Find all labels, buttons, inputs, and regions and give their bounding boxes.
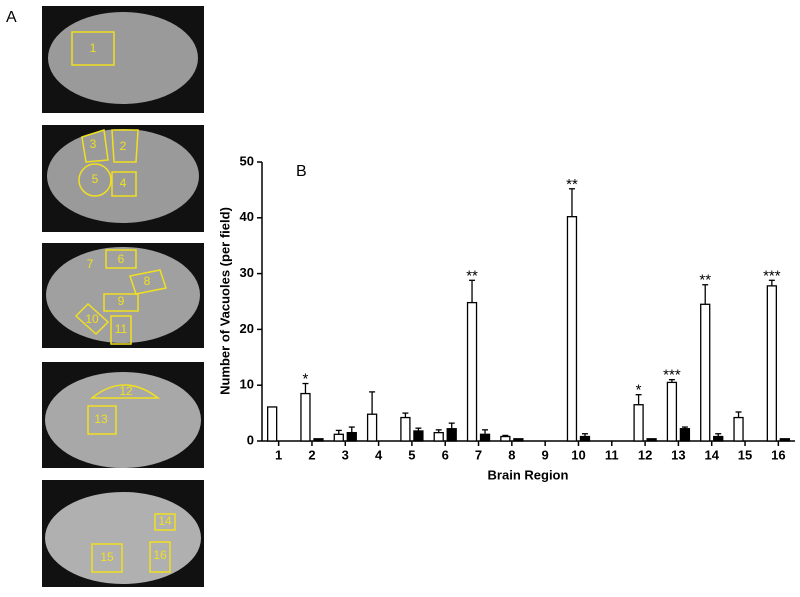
region-label: 16 [153,548,167,562]
significance-marker: ** [566,176,578,193]
region-box [78,163,112,197]
region-label: 12 [119,384,133,398]
x-tick-label: 9 [542,447,549,462]
region-label: 7 [87,257,94,271]
brain-images: 1 3 2 5 4 7 6 8 9 10 11 12 13 14 [42,6,204,587]
x-tick-label: 12 [638,447,652,462]
x-tick-label: 4 [375,447,383,462]
bar [446,428,457,442]
significance-marker: * [636,382,642,399]
x-tick-label: 5 [408,447,415,462]
region-box [74,302,110,336]
x-tick-label: 1 [275,447,282,462]
significance-marker: ** [466,267,478,284]
bar [300,392,311,442]
region-box [149,541,171,573]
region-box [154,513,176,531]
x-axis-label: Brain Region [488,467,569,482]
brain-section [45,372,201,468]
bar [433,431,444,442]
region-label: 6 [118,252,125,266]
y-tick-label: 50 [240,153,254,168]
bar [513,438,524,442]
region-box [103,293,139,312]
bar [333,433,344,442]
region-label: 4 [120,176,127,190]
bar [566,216,578,442]
x-tick-label: 2 [308,447,315,462]
region-label: 8 [144,274,151,288]
bar [413,430,424,442]
region-box [110,315,132,345]
x-tick-label: 14 [704,447,719,462]
bar [267,406,278,442]
region-box [111,171,137,197]
region-label: 11 [115,322,128,336]
x-tick-label: 6 [442,447,449,462]
brain-section [48,12,198,104]
bar [779,438,790,442]
bar [366,413,378,442]
bar [679,428,691,442]
region-box [111,129,139,163]
significance-marker: *** [663,367,681,384]
x-tick-label: 16 [771,447,785,462]
region-box [91,543,123,573]
region-label: 1 [90,41,97,55]
x-tick-label: 8 [508,447,515,462]
region-label: 2 [120,139,127,153]
region-label: 15 [100,550,114,564]
bar [400,416,411,442]
region-box [129,269,167,295]
brain-section [45,492,201,584]
bar [346,431,357,442]
bar [666,381,678,442]
significance-marker: * [303,370,309,387]
region-box [87,405,117,435]
y-tick-label: 10 [240,377,254,392]
y-axis-label: Number of Vacuoles (per field) [217,207,232,395]
x-tick-label: 3 [342,447,349,462]
bar [500,435,511,442]
region-label: 14 [158,514,172,528]
panel-label: B [296,163,307,180]
bar [479,433,491,442]
region-box [89,384,161,399]
region-label: 9 [118,294,125,308]
x-tick-label: 15 [738,447,752,462]
x-tick-label: 13 [671,447,685,462]
region-label: 13 [94,412,108,426]
region-box [105,249,137,269]
x-tick-label: 10 [571,447,585,462]
y-tick-label: 20 [240,321,254,336]
bar [700,303,711,442]
brain-section [46,247,200,343]
bar [466,301,478,442]
x-tick-label: 11 [605,447,619,462]
region-label: 5 [92,172,99,186]
bar [579,435,591,442]
bar [733,416,744,442]
region-label: 3 [90,137,97,151]
significance-marker: ** [699,272,711,289]
y-tick-label: 40 [240,209,254,224]
region-label: 10 [85,312,99,326]
bar [766,285,777,442]
significance-marker: *** [763,267,781,284]
region-box [71,31,115,66]
bar [646,438,657,442]
y-tick-label: 0 [247,432,254,447]
bar [633,404,644,442]
bar [713,435,724,442]
bar [313,438,324,442]
region-box [81,129,109,163]
y-tick-label: 30 [240,265,254,280]
panel-label: A [6,9,17,26]
x-tick-label: 7 [475,447,482,462]
